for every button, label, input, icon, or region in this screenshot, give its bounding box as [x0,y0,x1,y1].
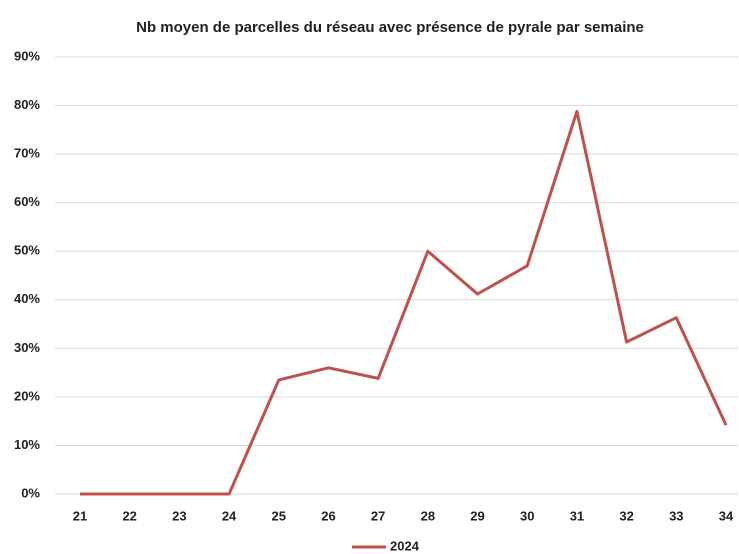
y-tick-label: 50% [14,243,40,258]
x-tick-label: 26 [321,508,335,523]
x-tick-label: 28 [421,508,435,523]
chart-title: Nb moyen de parcelles du réseau avec pré… [136,19,644,36]
x-tick-label: 22 [122,508,136,523]
x-tick-label: 33 [669,508,683,523]
x-tick-label: 21 [73,508,87,523]
x-tick-label: 27 [371,508,385,523]
y-tick-label: 10% [14,437,40,452]
legend-label: 2024 [390,538,420,553]
y-tick-label: 90% [14,48,40,63]
y-tick-label: 20% [14,388,40,403]
y-tick-label: 0% [21,485,40,500]
x-tick-label: 31 [570,508,584,523]
x-tick-label: 34 [719,508,734,523]
x-tick-label: 23 [172,508,186,523]
y-tick-label: 80% [14,97,40,112]
y-tick-label: 40% [14,291,40,306]
x-tick-label: 30 [520,508,534,523]
y-tick-label: 70% [14,146,40,161]
x-tick-label: 25 [272,508,286,523]
y-tick-label: 60% [14,194,40,209]
x-tick-label: 32 [619,508,633,523]
x-tick-label: 24 [222,508,237,523]
x-tick-label: 29 [470,508,484,523]
data-line [80,109,728,496]
y-tick-label: 30% [14,340,40,355]
